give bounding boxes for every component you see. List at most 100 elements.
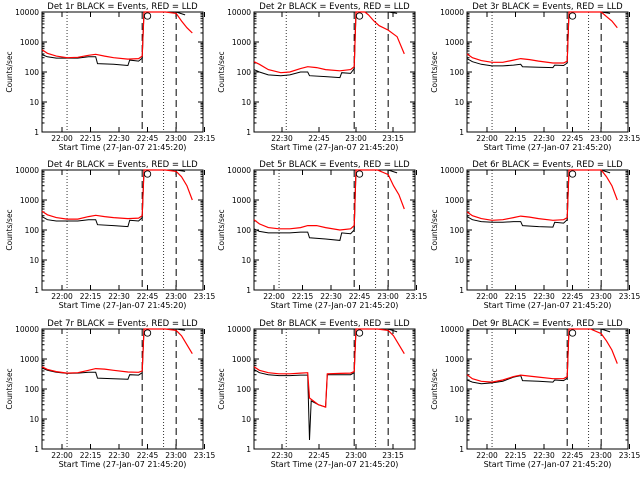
panel-det-9: Det 9r BLACK = Events, RED = LLD 1 10 100 10… [430,319,640,469]
x-tick-label: 22:00 [476,134,498,143]
x-tick-label: 23:15 [194,292,216,301]
y-tick-label: 10000 [15,8,39,17]
attenuator-marker [568,329,577,337]
axes-frame [41,169,204,291]
x-tick-label: 22:30 [320,292,342,301]
y-tick-label: 1000 [445,355,464,364]
y-tick-label: 100 [237,226,252,235]
y-tick-label: 100 [25,226,40,235]
y-tick-label: 10 [241,415,251,424]
y-axis-label: Counts/sec [5,209,14,250]
x-tick-label: 22:45 [137,451,159,460]
x-tick-label: 23:00 [165,134,187,143]
panel-det-6: Det 6r BLACK = Events, RED = LLD 1 10 100 10… [430,160,640,310]
x-axis-label: Start Time (27-Jan-07 21:45:20) [271,460,399,469]
x-tick-label: 22:15 [505,292,527,301]
y-tick-label: 1000 [20,38,39,47]
y-tick-label: 1 [459,445,464,454]
y-tick-label: 10000 [440,8,464,17]
panel-title: Det 6r BLACK = Events, RED = LLD [472,160,623,170]
x-axis-label: Start Time (27-Jan-07 21:45:20) [484,143,612,152]
axes-frame [466,328,629,450]
y-tick-label: 10000 [440,166,464,175]
x-tick-label: 22:15 [292,292,314,301]
x-tick-label: 23:15 [194,134,216,143]
x-tick-label: 23:00 [590,134,612,143]
y-tick-label: 10000 [15,325,39,334]
y-tick-label: 1000 [232,38,251,47]
x-tick-label: 23:15 [619,451,640,460]
y-axis-label: Counts/sec [5,368,14,409]
y-tick-label: 10 [29,98,39,107]
x-tick-label: 22:45 [137,292,159,301]
y-tick-label: 10000 [227,166,251,175]
panel-det-3: Det 3r BLACK = Events, RED = LLD 1 10 100 10… [430,2,640,152]
panel-det-2: Det 2r BLACK = Events, RED = LLD 1 10 100 10… [217,2,416,152]
x-tick-label: 22:30 [533,451,555,460]
y-tick-label: 100 [237,385,252,394]
x-axis-label: Start Time (27-Jan-07 21:45:20) [484,460,612,469]
x-tick-label: 22:30 [271,134,293,143]
y-tick-label: 100 [25,68,40,77]
x-tick-label: 22:45 [562,134,584,143]
panel-title: Det 4r BLACK = Events, RED = LLD [47,160,198,170]
x-tick-label: 22:00 [263,292,285,301]
attenuator-marker [143,170,152,178]
attenuator-marker [568,12,577,20]
x-tick-label: 22:45 [308,134,330,143]
y-tick-label: 10 [454,256,464,265]
y-tick-label: 1 [34,128,39,137]
x-axis-label: Start Time (27-Jan-07 21:45:20) [59,460,187,469]
x-tick-label: 23:00 [165,451,187,460]
x-tick-label: 22:00 [51,292,73,301]
y-tick-label: 1 [34,445,39,454]
y-tick-label: 1 [246,128,251,137]
axes-frame [253,328,416,450]
x-axis-label: Start Time (27-Jan-07 21:45:20) [59,301,187,310]
axes-frame [466,169,629,291]
x-tick-label: 22:15 [80,134,102,143]
series-events [253,328,398,441]
x-tick-label: 23:15 [619,292,640,301]
x-tick-label: 22:15 [505,451,527,460]
panel-title: Det 3r BLACK = Events, RED = LLD [472,2,623,12]
y-tick-label: 10 [29,415,39,424]
x-tick-label: 23:00 [345,451,367,460]
y-axis-label: Counts/sec [430,209,439,250]
x-tick-label: 23:15 [406,292,428,301]
panel-title: Det 9r BLACK = Events, RED = LLD [472,319,623,329]
panel-det-7: Det 7r BLACK = Events, RED = LLD 1 10 100 10… [5,319,216,469]
y-axis-label: Counts/sec [217,209,226,250]
x-tick-label: 22:15 [80,292,102,301]
x-axis-label: Start Time (27-Jan-07 21:45:20) [59,143,187,152]
y-tick-label: 1 [246,445,251,454]
attenuator-marker [355,12,364,20]
y-tick-label: 100 [450,226,465,235]
panel-title: Det 7r BLACK = Events, RED = LLD [47,319,198,329]
y-tick-label: 1000 [445,38,464,47]
series-lld [41,11,193,60]
y-tick-label: 10 [241,256,251,265]
x-tick-label: 22:00 [51,134,73,143]
series-lld [253,11,405,74]
x-tick-label: 23:00 [590,451,612,460]
panel-title: Det 8r BLACK = Events, RED = LLD [259,319,410,329]
x-tick-label: 23:15 [619,134,640,143]
x-tick-label: 22:15 [505,134,527,143]
x-tick-label: 23:00 [590,292,612,301]
x-tick-label: 22:30 [108,451,130,460]
y-tick-label: 10 [454,415,464,424]
axes-frame [41,11,204,133]
y-tick-label: 1000 [20,196,39,205]
y-tick-label: 1 [34,286,39,295]
series-events [253,11,398,79]
x-tick-label: 22:00 [476,292,498,301]
panel-title: Det 2r BLACK = Events, RED = LLD [259,2,410,12]
y-tick-label: 1000 [20,355,39,364]
x-tick-label: 22:45 [562,451,584,460]
x-tick-label: 22:30 [108,134,130,143]
series-lld [466,169,618,221]
x-axis-label: Start Time (27-Jan-07 21:45:20) [271,301,399,310]
y-tick-label: 100 [450,385,465,394]
